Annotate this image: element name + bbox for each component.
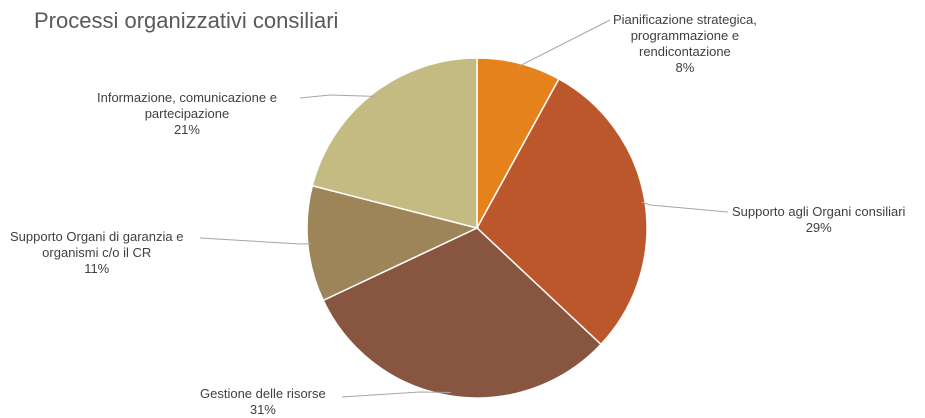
chart-title: Processi organizzativi consiliari [34,8,339,33]
slice-value-label: 8% [675,60,695,75]
slice-label-line: Pianificazione strategica, [613,12,757,27]
slice-label-line: partecipazione [144,106,230,121]
slice-label-line: Informazione, comunicazione e [97,90,277,105]
slice-value-label: 11% [84,261,110,276]
slice-label-supporto-organi-garanzia: Supporto Organi di garanzia e organismi … [10,229,183,277]
pie-slice-2 [322,227,602,399]
slice-label-line: organismi c/o il CR [42,245,152,260]
slice-label-gestione-risorse: Gestione delle risorse 31% [200,386,326,418]
leader-line-2 [341,391,451,398]
slice-label-line: rendicontazione [639,44,731,59]
slice-value-label: 21% [173,122,200,137]
slice-label-line: Gestione delle risorse [200,386,326,401]
slice-label-pianificazione: Pianificazione strategica, programmazion… [613,12,757,76]
slice-label-informazione: Informazione, comunicazione e partecipaz… [97,90,277,138]
leader-line-4 [299,94,375,99]
slice-label-line: Supporto agli Organi consiliari [732,204,906,219]
slice-label-supporto-organi-consiliari: Supporto agli Organi consiliari 29% [732,204,905,236]
slice-value-label: 31% [249,402,276,417]
leader-line-0 [518,19,611,68]
leader-line-1 [641,201,729,213]
pie-slice-1 [476,78,648,346]
slice-value-label: 29% [805,220,832,235]
pie-slice-4 [311,57,478,229]
leader-line-3 [199,237,312,245]
slice-label-line: Supporto Organi di garanzia e [10,229,184,244]
slice-label-line: programmazione e [630,28,740,43]
